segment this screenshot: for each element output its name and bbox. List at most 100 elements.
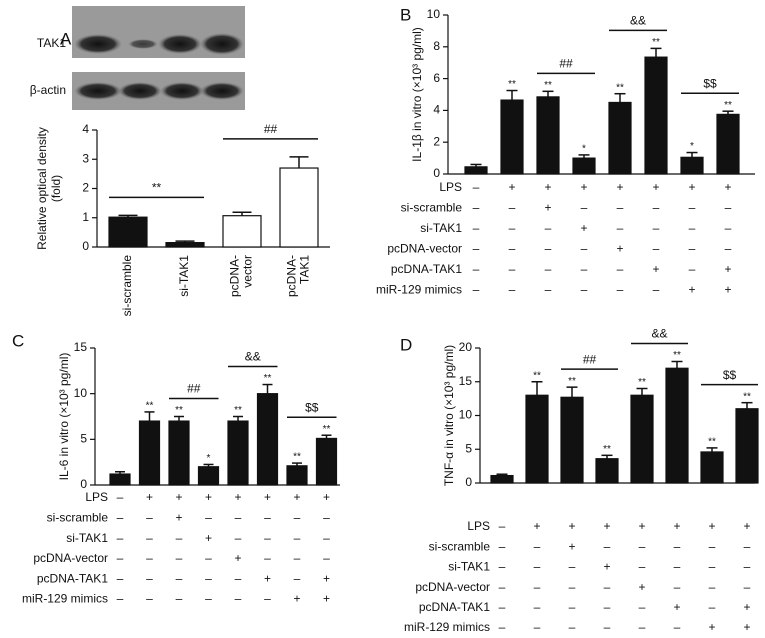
y-tick-label: 10 xyxy=(74,386,88,400)
treatment-sign: – xyxy=(545,221,552,235)
y-axis-label: TNF-α in vitro (×10³ pg/ml) xyxy=(442,345,456,486)
y-tick-label: 4 xyxy=(433,103,440,117)
panel-label: D xyxy=(400,335,412,354)
treatment-sign: – xyxy=(176,531,183,545)
y-axis-label: IL-6 in vitro (×10³ pg/ml) xyxy=(57,353,71,481)
bar xyxy=(536,96,560,175)
error-bar xyxy=(614,92,626,103)
bar xyxy=(256,393,279,486)
treatment-sign: – xyxy=(569,620,576,634)
treatment-sign: – xyxy=(581,242,588,256)
y-tick-label: 10 xyxy=(427,7,441,21)
treatment-sign: – xyxy=(689,221,696,235)
treatment-sign: – xyxy=(653,201,660,215)
y-tick-label: 3 xyxy=(82,151,89,165)
bar xyxy=(716,113,740,175)
treatment-sign: – xyxy=(117,551,124,565)
comparison-label: ## xyxy=(187,382,201,396)
treatment-sign: + xyxy=(724,180,731,194)
y-tick-label: 20 xyxy=(459,340,473,354)
treatment-sign: – xyxy=(744,539,751,553)
significance-label: ** xyxy=(673,350,681,361)
error-bar xyxy=(174,415,184,422)
error-bar xyxy=(686,151,698,158)
bar xyxy=(644,56,668,175)
comparison-label: ## xyxy=(583,352,597,366)
treatment-sign: – xyxy=(604,600,611,614)
treatment-sign: + xyxy=(544,180,551,194)
treatment-sign: + xyxy=(638,580,645,594)
treatment-sign: – xyxy=(674,539,681,553)
blot-band xyxy=(74,82,122,100)
treatment-sign: – xyxy=(689,262,696,276)
error-bar xyxy=(232,211,252,216)
treatment-sign: + xyxy=(323,592,330,606)
treatment-sign: + xyxy=(708,620,715,634)
treatment-sign: – xyxy=(709,539,716,553)
x-tick-label: si-TAK1 xyxy=(177,255,191,297)
treatment-sign: – xyxy=(473,201,480,215)
comparison-label: $$ xyxy=(703,76,717,90)
bar xyxy=(525,394,549,484)
error-bar xyxy=(203,463,214,467)
blot-band xyxy=(118,82,162,100)
treatment-sign: – xyxy=(264,551,271,565)
significance-label: ** xyxy=(264,373,272,384)
y-tick-label: 6 xyxy=(433,71,440,85)
treatment-sign: – xyxy=(581,201,588,215)
comparison-label: ## xyxy=(559,56,573,70)
error-bar xyxy=(506,89,518,101)
row-label: si-scramble xyxy=(429,539,491,553)
significance-label: ** xyxy=(743,391,751,402)
treatment-sign: + xyxy=(533,519,540,533)
treatment-sign: – xyxy=(639,560,646,574)
comparison-label: && xyxy=(651,327,667,341)
y-tick-label: 0 xyxy=(465,475,472,489)
treatment-sign: – xyxy=(534,620,541,634)
significance-label: ** xyxy=(568,376,576,387)
bar xyxy=(109,473,131,486)
y-axis-label: IL-1β in vitro (×10³ pg/ml) xyxy=(410,27,424,162)
treatment-sign: – xyxy=(117,531,124,545)
treatment-sign: – xyxy=(653,283,660,297)
error-bar xyxy=(566,386,578,398)
treatment-sign: + xyxy=(293,490,300,504)
panel-label: B xyxy=(400,5,411,24)
bar xyxy=(500,99,524,175)
treatment-sign: – xyxy=(569,560,576,574)
treatment-sign: + xyxy=(146,490,153,504)
row-label: pcDNA-vector xyxy=(33,551,108,565)
treatment-sign: – xyxy=(617,262,624,276)
bar xyxy=(138,420,161,486)
row-label: LPS xyxy=(85,490,108,504)
treatment-sign: – xyxy=(725,221,732,235)
treatment-sign: – xyxy=(509,242,516,256)
treatment-sign: – xyxy=(264,510,271,524)
row-label: LPS xyxy=(467,519,490,533)
row-label: miR-129 mimics xyxy=(404,620,490,634)
bar xyxy=(227,420,249,486)
treatment-sign: – xyxy=(617,201,624,215)
error-bar xyxy=(175,240,195,243)
treatment-sign: – xyxy=(117,571,124,585)
error-bar xyxy=(470,163,482,167)
treatment-sign: – xyxy=(473,242,480,256)
treatment-sign: – xyxy=(545,242,552,256)
error-bar xyxy=(118,214,138,218)
row-label: si-TAK1 xyxy=(448,560,490,574)
y-tick-label: 2 xyxy=(433,134,440,148)
treatment-sign: + xyxy=(616,242,623,256)
treatment-sign: – xyxy=(617,283,624,297)
comparison-label: ** xyxy=(152,181,162,195)
treatment-sign: – xyxy=(689,201,696,215)
treatment-sign: – xyxy=(604,539,611,553)
comparison-label: && xyxy=(630,14,646,28)
row-label: pcDNA-TAK1 xyxy=(419,600,490,614)
treatment-sign: – xyxy=(235,531,242,545)
error-bar xyxy=(321,434,332,439)
y-tick-label: 0 xyxy=(82,239,89,253)
treatment-sign: – xyxy=(674,620,681,634)
row-label: miR-129 mimics xyxy=(22,592,108,606)
y-axis-label: Relative optical density xyxy=(35,127,49,250)
